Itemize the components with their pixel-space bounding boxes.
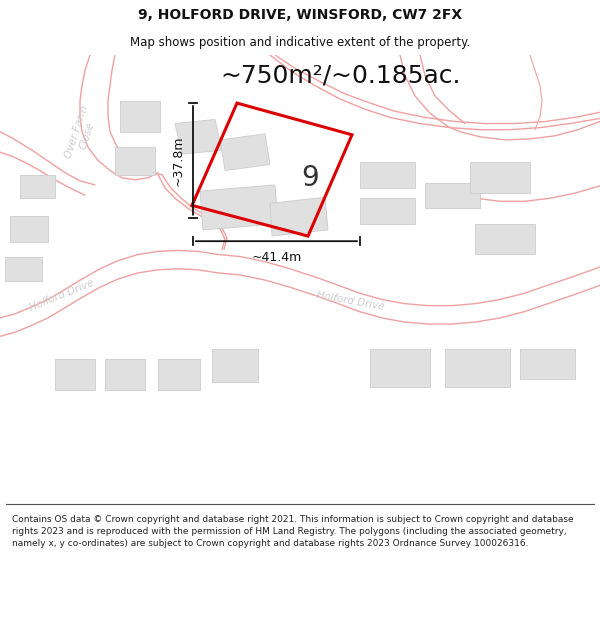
Text: Map shows position and indicative extent of the property.: Map shows position and indicative extent… bbox=[130, 36, 470, 49]
Polygon shape bbox=[425, 183, 480, 209]
Polygon shape bbox=[10, 216, 48, 242]
Text: 9: 9 bbox=[301, 164, 319, 192]
Polygon shape bbox=[55, 359, 95, 389]
Polygon shape bbox=[175, 119, 222, 154]
Polygon shape bbox=[360, 162, 415, 188]
Polygon shape bbox=[520, 349, 575, 379]
Text: 9, HOLFORD DRIVE, WINSFORD, CW7 2FX: 9, HOLFORD DRIVE, WINSFORD, CW7 2FX bbox=[138, 8, 462, 22]
Polygon shape bbox=[445, 349, 510, 388]
Polygon shape bbox=[120, 101, 160, 132]
Polygon shape bbox=[158, 359, 200, 389]
Polygon shape bbox=[475, 224, 535, 254]
Polygon shape bbox=[212, 349, 258, 382]
Polygon shape bbox=[270, 198, 328, 236]
Polygon shape bbox=[105, 359, 145, 389]
Polygon shape bbox=[5, 256, 42, 281]
Polygon shape bbox=[360, 198, 415, 224]
Polygon shape bbox=[200, 185, 278, 230]
Text: Holford Drive: Holford Drive bbox=[28, 278, 96, 313]
Text: ~750m²/~0.185ac.: ~750m²/~0.185ac. bbox=[220, 64, 461, 88]
Polygon shape bbox=[20, 175, 55, 198]
Polygon shape bbox=[470, 162, 530, 193]
Text: Holford Drive: Holford Drive bbox=[315, 289, 385, 311]
Polygon shape bbox=[370, 349, 430, 388]
Polygon shape bbox=[220, 134, 270, 171]
Text: ~37.8m: ~37.8m bbox=[172, 135, 185, 186]
Text: Over Farm
Close: Over Farm Close bbox=[63, 104, 101, 163]
Text: Contains OS data © Crown copyright and database right 2021. This information is : Contains OS data © Crown copyright and d… bbox=[12, 515, 574, 548]
Text: ~41.4m: ~41.4m bbox=[251, 251, 302, 264]
Polygon shape bbox=[115, 147, 155, 175]
